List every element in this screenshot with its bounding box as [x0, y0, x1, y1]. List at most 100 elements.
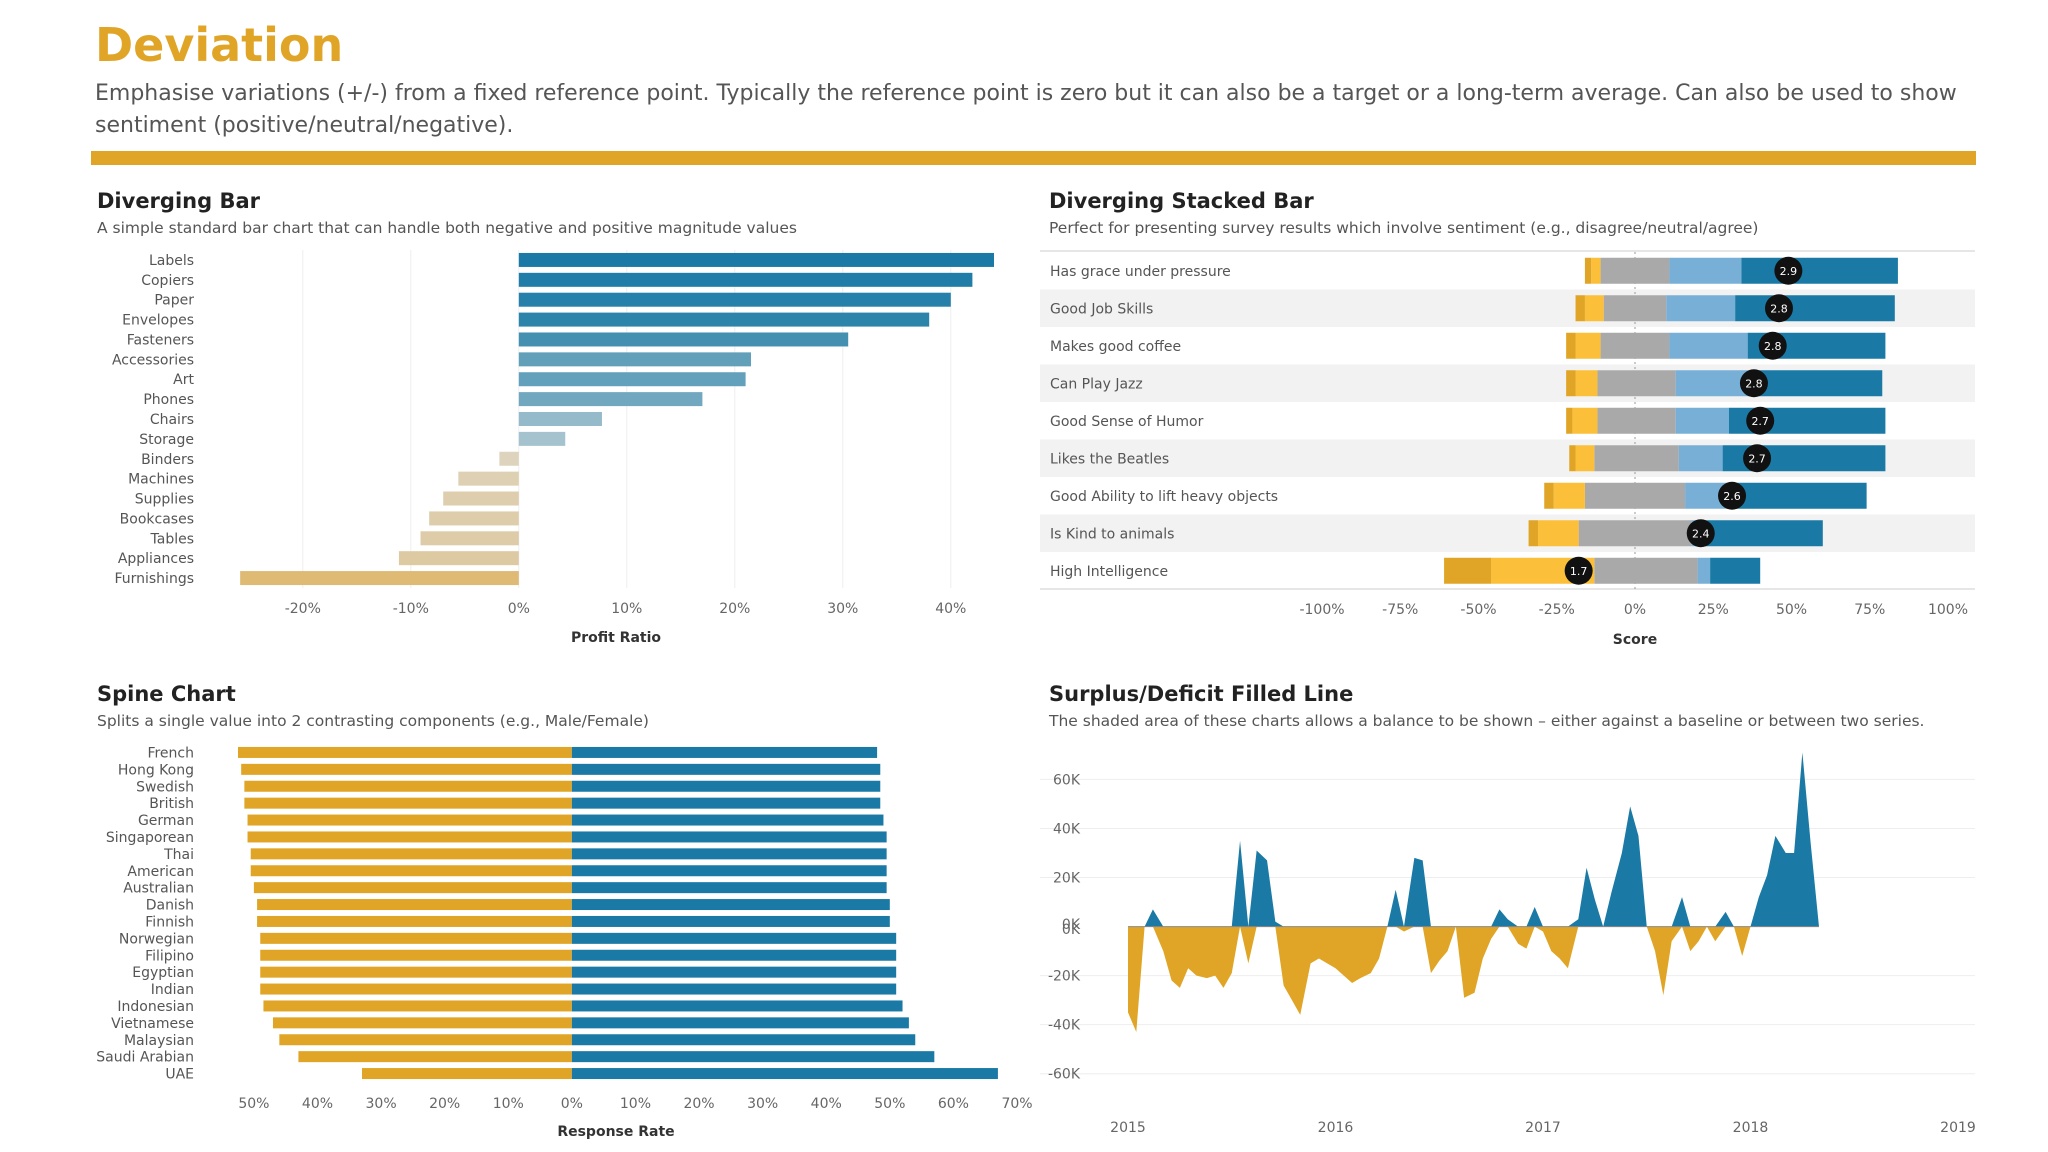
- x-tick-label: 10%: [620, 1096, 651, 1112]
- category-label: Malaysian: [124, 1033, 194, 1049]
- bar-right: [571, 746, 878, 758]
- bar: [518, 412, 602, 426]
- bar: [518, 312, 930, 327]
- score-marker: [1739, 369, 1768, 398]
- category-label: Indonesian: [117, 999, 194, 1015]
- category-label: Filipino: [145, 948, 194, 964]
- stacked-segment: [1635, 520, 1692, 547]
- bar-right: [571, 1000, 903, 1012]
- x-tick-label: 20%: [429, 1096, 460, 1112]
- spine-chart-subtitle: Splits a single value into 2 contrasting…: [97, 712, 649, 730]
- bar-left: [272, 1017, 572, 1029]
- bar-left: [250, 848, 572, 860]
- x-tick-label: 40%: [302, 1096, 333, 1112]
- x-tick-label: 2019: [1940, 1120, 1976, 1136]
- x-tick-label: 50%: [874, 1096, 905, 1112]
- stacked-segment: [1566, 332, 1576, 359]
- stacked-segment: [1594, 557, 1635, 584]
- bar-right: [571, 814, 884, 826]
- y-tick-label: 60K: [1053, 772, 1081, 788]
- bar-left: [362, 1068, 572, 1080]
- category-label: Finnish: [145, 914, 194, 930]
- category-label: Good Ability to lift heavy objects: [1050, 489, 1278, 505]
- x-axis-title: Response Rate: [557, 1124, 674, 1140]
- bar-left: [247, 814, 572, 826]
- category-label: Danish: [146, 898, 194, 914]
- category-label: Indian: [151, 982, 194, 998]
- category-label: Norwegian: [119, 931, 194, 947]
- bar-left: [241, 763, 572, 775]
- x-tick-label: 70%: [1001, 1096, 1032, 1112]
- category-label: Envelopes: [122, 313, 194, 329]
- category-label: Makes good coffee: [1050, 339, 1181, 355]
- stacked-segment: [1735, 295, 1895, 322]
- x-axis-title: Profit Ratio: [571, 630, 661, 646]
- x-tick-label: 30%: [827, 601, 858, 617]
- stacked-segment: [1528, 520, 1538, 547]
- stacked-segment: [1575, 295, 1585, 322]
- bar: [420, 531, 519, 546]
- x-tick-label: 10%: [611, 601, 642, 617]
- stacked-segment: [1697, 520, 1823, 547]
- deficit-area: [1128, 926, 1819, 1033]
- x-tick-label: 20%: [683, 1096, 714, 1112]
- stacked-segment: [1537, 520, 1579, 547]
- category-label: German: [138, 813, 194, 829]
- bar-right: [571, 932, 897, 944]
- category-label: Good Sense of Humor: [1050, 414, 1204, 430]
- stacked-segment: [1735, 482, 1867, 509]
- score-label: 2.7: [1751, 415, 1769, 428]
- filled-line-subtitle: The shaded area of these charts allows a…: [1049, 712, 1925, 730]
- x-tick-label: 100%: [1928, 602, 1968, 618]
- stacked-segment: [1572, 407, 1598, 434]
- stacked-segment: [1666, 295, 1736, 322]
- x-tick-label: 50%: [238, 1096, 269, 1112]
- score-label: 2.4: [1692, 527, 1710, 540]
- score-marker: [1764, 294, 1793, 323]
- category-label: Is Kind to animals: [1050, 526, 1174, 542]
- stacked-segment: [1697, 557, 1711, 584]
- category-label: British: [149, 796, 194, 812]
- bar-right: [571, 949, 897, 961]
- score-label: 2.6: [1723, 490, 1741, 503]
- stacked-segment: [1603, 295, 1635, 322]
- row-band: [1040, 514, 1975, 552]
- category-label: Machines: [128, 472, 194, 488]
- stacked-bar-subtitle: Perfect for presenting survey results wh…: [1049, 219, 1759, 237]
- category-label: Vietnamese: [111, 1016, 194, 1032]
- bar: [443, 491, 519, 506]
- stacked-segment: [1675, 407, 1729, 434]
- stacked-segment: [1569, 445, 1576, 472]
- category-label: Accessories: [112, 352, 194, 368]
- score-label: 2.8: [1764, 340, 1782, 353]
- score-label: 2.8: [1770, 302, 1788, 315]
- y-tick-label: 0K: [1062, 917, 1081, 933]
- bar-left: [253, 882, 572, 894]
- bar-left: [244, 797, 572, 809]
- bar-left: [260, 949, 572, 961]
- score-label: 1.7: [1570, 565, 1588, 578]
- stacked-segment: [1600, 332, 1635, 359]
- bar-left: [244, 780, 572, 792]
- category-label: Egyptian: [132, 965, 194, 981]
- category-label: Appliances: [118, 551, 194, 567]
- bar: [429, 511, 519, 526]
- category-label: Likes the Beatles: [1050, 451, 1169, 467]
- stacked-segment: [1635, 445, 1679, 472]
- category-label: Bookcases: [120, 511, 194, 527]
- x-tick-label: 30%: [366, 1096, 397, 1112]
- category-label: Labels: [149, 253, 194, 269]
- y-tick-label: -40K: [1048, 1018, 1081, 1034]
- x-tick-label: 40%: [935, 601, 966, 617]
- category-label: Storage: [139, 432, 194, 448]
- bar-left: [260, 966, 572, 978]
- stacked-segment: [1566, 370, 1576, 397]
- category-label: Binders: [141, 452, 194, 468]
- category-label: Tables: [150, 531, 195, 547]
- bar-right: [571, 1017, 909, 1029]
- x-tick-label: -100%: [1299, 602, 1344, 618]
- category-label: Hong Kong: [118, 762, 194, 778]
- page-description: Emphasise variations (+/-) from a fixed …: [95, 81, 1957, 138]
